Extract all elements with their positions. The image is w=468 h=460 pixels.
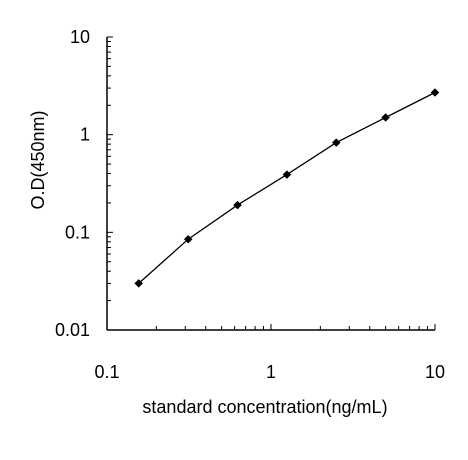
y-tick-label: 10 <box>70 27 90 47</box>
data-point <box>282 170 292 179</box>
data-point <box>430 88 440 97</box>
y-tick-label: 1 <box>80 125 90 145</box>
y-tick-label: 0.1 <box>65 222 90 242</box>
data-point <box>381 113 390 122</box>
data-point <box>183 234 193 244</box>
x-tick-label: 1 <box>266 362 276 382</box>
axis-ticks <box>106 36 436 331</box>
data-points <box>134 88 440 288</box>
x-tick-label: 10 <box>425 362 445 382</box>
data-point <box>331 138 341 147</box>
y-axis-title: O.D(450nm) <box>28 110 48 209</box>
y-tick-label: 0.01 <box>55 320 90 340</box>
tick-labels: 0.1 1 10 0.01 0.1 1 10 <box>55 27 445 382</box>
data-point <box>134 279 144 288</box>
x-axis-title: standard concentration(ng/mL) <box>142 397 387 417</box>
data-point <box>233 200 242 210</box>
x-tick-label: 0.1 <box>94 362 119 382</box>
